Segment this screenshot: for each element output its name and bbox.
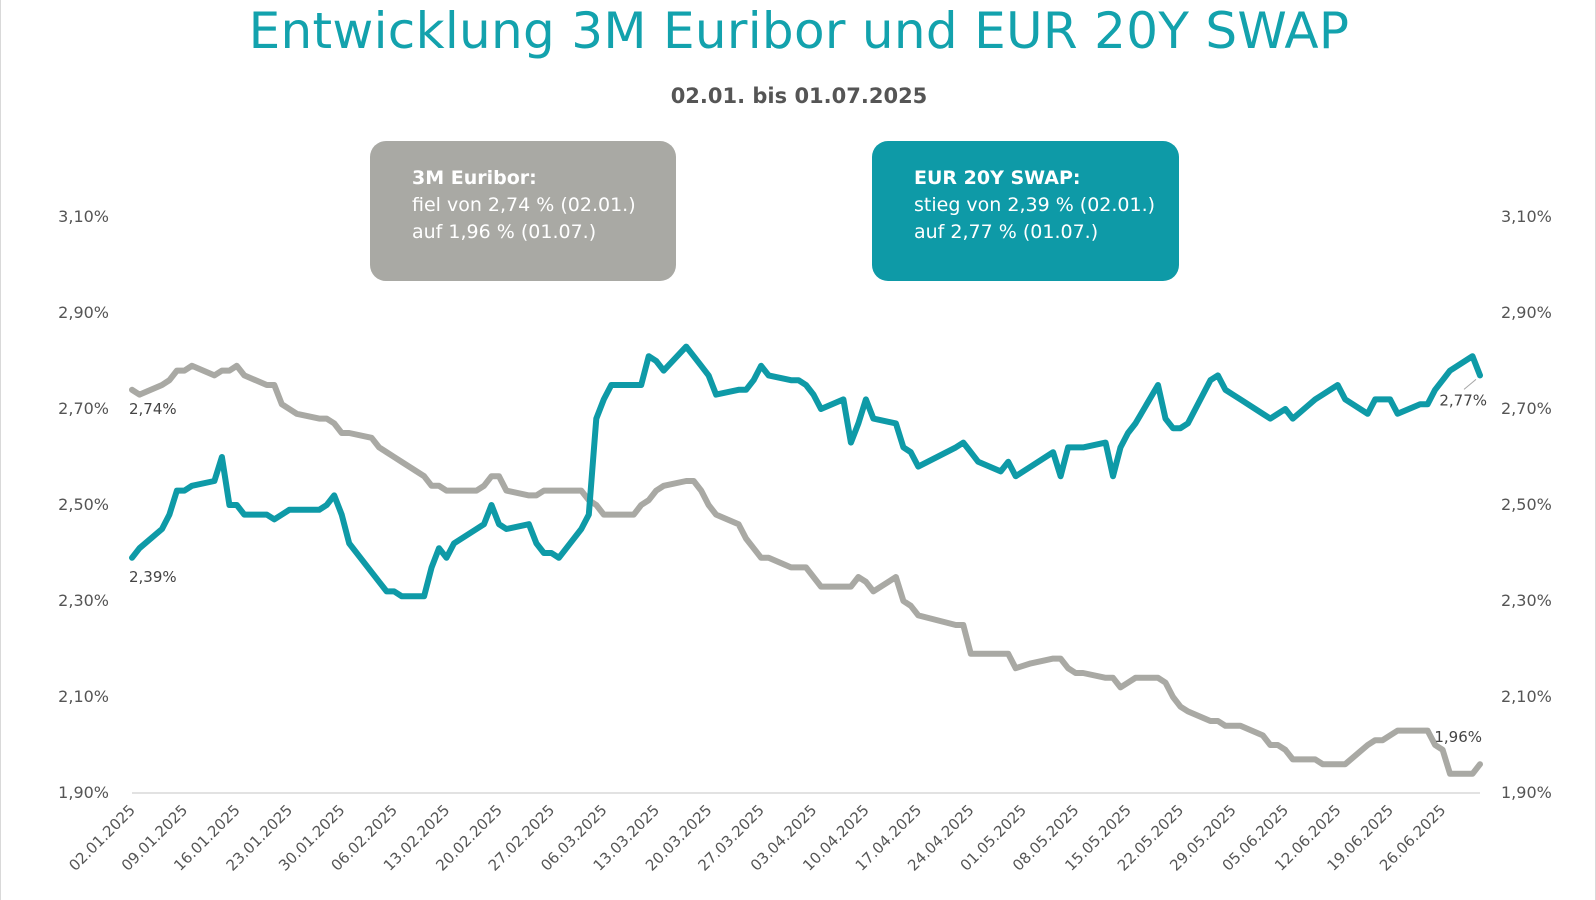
y-tick-right: 1,90% xyxy=(1501,783,1552,802)
euribor-series-line xyxy=(129,362,1483,777)
y-tick-right: 2,30% xyxy=(1501,591,1552,610)
data-label: 2,39% xyxy=(129,568,177,586)
data-label: 2,74% xyxy=(129,400,177,418)
data-label: 1,96% xyxy=(1434,728,1482,746)
y-tick-left: 2,50% xyxy=(58,495,109,514)
euribor-box-title: 3M Euribor: xyxy=(412,167,537,189)
y-tick-right: 2,50% xyxy=(1501,495,1552,514)
y-tick-left: 2,10% xyxy=(58,687,109,706)
y-tick-right: 2,70% xyxy=(1501,399,1552,418)
swap-series-line xyxy=(129,343,1483,600)
y-tick-right: 2,90% xyxy=(1501,303,1552,322)
swap-box-title: EUR 20Y SWAP: xyxy=(914,167,1081,189)
y-tick-left: 2,30% xyxy=(58,591,109,610)
chart-subtitle: 02.01. bis 01.07.2025 xyxy=(670,84,928,108)
y-tick-left: 2,70% xyxy=(58,399,109,418)
y-tick-right: 3,10% xyxy=(1501,207,1552,226)
euribor-info-box: 3M Euribor: fiel von 2,74 % (02.01.) auf… xyxy=(370,141,676,281)
y-tick-left: 2,90% xyxy=(58,303,109,322)
euribor-box-line1: fiel von 2,74 % (02.01.) xyxy=(412,194,636,216)
euribor-box-line2: auf 1,96 % (01.07.) xyxy=(412,221,597,243)
y-tick-left: 3,10% xyxy=(58,207,109,226)
swap-box-line1: stieg von 2,39 % (02.01.) xyxy=(914,194,1156,216)
swap-info-box: EUR 20Y SWAP: stieg von 2,39 % (02.01.) … xyxy=(872,141,1179,281)
data-label: 2,77% xyxy=(1439,391,1487,409)
y-tick-left: 1,90% xyxy=(58,783,109,802)
y-tick-right: 2,10% xyxy=(1501,687,1552,706)
swap-box-line2: auf 2,77 % (01.07.) xyxy=(914,221,1099,243)
chart-title: Entwicklung 3M Euribor und EUR 20Y SWAP xyxy=(248,2,1350,60)
annotation-leader-line xyxy=(1463,379,1477,390)
